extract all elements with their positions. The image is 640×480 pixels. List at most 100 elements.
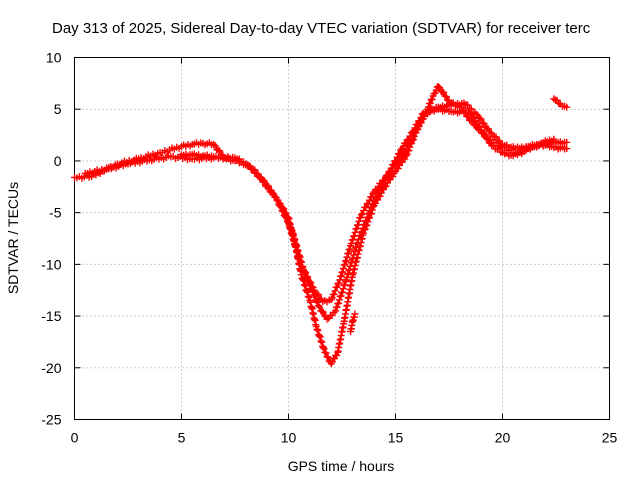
data-point (213, 145, 221, 153)
data-point (410, 132, 418, 140)
data-point (553, 96, 561, 104)
data-point (442, 93, 450, 101)
y-tick-label: -15 (41, 308, 61, 324)
data-point (324, 353, 332, 361)
data-point (338, 288, 346, 296)
data-point (314, 291, 322, 299)
data-point (327, 296, 335, 304)
data-point (480, 120, 488, 128)
data-point (314, 302, 322, 310)
data-point (401, 148, 409, 156)
data-point (337, 292, 345, 300)
data-point (355, 235, 363, 243)
data-point (349, 236, 357, 244)
data-point (428, 95, 436, 103)
y-tick-label: -10 (41, 256, 61, 272)
data-point (260, 177, 268, 185)
data-point (473, 110, 481, 118)
data-point (303, 272, 311, 280)
data-point (398, 151, 406, 159)
data-point (354, 221, 362, 229)
series-track-a (71, 82, 571, 368)
data-point (363, 213, 371, 221)
data-point (361, 220, 369, 228)
series-track-d (178, 95, 571, 336)
data-point (303, 287, 311, 295)
data-point (389, 172, 397, 180)
data-point (434, 82, 442, 90)
data-point (355, 217, 363, 225)
data-point (419, 115, 427, 123)
data-point (279, 206, 287, 214)
data-point (351, 310, 359, 318)
data-point (306, 278, 314, 286)
data-point (402, 145, 410, 153)
data-point (550, 95, 558, 103)
y-tick-label: -25 (41, 412, 61, 428)
data-point (313, 325, 321, 333)
data-point (263, 181, 271, 189)
data-point (343, 253, 351, 261)
data-point (563, 103, 571, 111)
x-tick-label: 0 (71, 430, 79, 446)
data-point (387, 167, 395, 175)
data-point (358, 210, 366, 218)
data-point (302, 268, 310, 276)
data-point (383, 171, 391, 179)
data-point (563, 145, 571, 153)
data-point (332, 307, 340, 315)
data-point (373, 185, 381, 193)
data-point (550, 135, 558, 143)
data-point (335, 299, 343, 307)
data-point (322, 349, 330, 357)
x-tick-label: 15 (388, 430, 404, 446)
data-point (469, 117, 477, 125)
data-point (307, 279, 315, 287)
data-point (362, 217, 370, 225)
data-point (479, 129, 487, 137)
data-point (330, 290, 338, 298)
data-point (394, 158, 402, 166)
y-tick-label: -5 (49, 205, 62, 221)
data-point (360, 207, 368, 215)
x-tick-label: 20 (495, 430, 511, 446)
data-point (251, 166, 259, 174)
x-tick-label: 25 (602, 430, 618, 446)
data-point (319, 308, 327, 316)
data-point (210, 153, 218, 161)
data-point (317, 337, 325, 345)
data-point (396, 155, 404, 163)
data-point (277, 203, 285, 211)
data-point (308, 283, 316, 291)
data-point (359, 224, 367, 232)
y-tick-label: 0 (54, 153, 62, 169)
data-point (333, 303, 341, 311)
chart-title: Day 313 of 2025, Sidereal Day-to-day VTE… (52, 20, 591, 37)
data-point (364, 200, 372, 207)
data-point (412, 129, 420, 137)
data-point (380, 176, 388, 184)
data-point (339, 264, 347, 272)
data-point (214, 146, 222, 154)
data-point (484, 125, 492, 133)
data-point (344, 249, 352, 257)
data-point (415, 122, 423, 130)
data-point (287, 224, 295, 232)
data-point (476, 126, 484, 134)
data-point (331, 287, 339, 295)
data-point (211, 142, 219, 150)
data-point (320, 345, 328, 353)
data-point (425, 103, 433, 111)
data-point (365, 196, 373, 204)
data-point (486, 128, 494, 136)
data-point (259, 176, 267, 184)
data-point (342, 257, 350, 265)
data-point (274, 197, 282, 205)
data-point (353, 225, 361, 233)
x-tick-label: 10 (281, 430, 297, 446)
data-point (407, 137, 415, 145)
data-point (461, 109, 469, 117)
data-point (301, 268, 309, 276)
data-point (267, 187, 275, 195)
